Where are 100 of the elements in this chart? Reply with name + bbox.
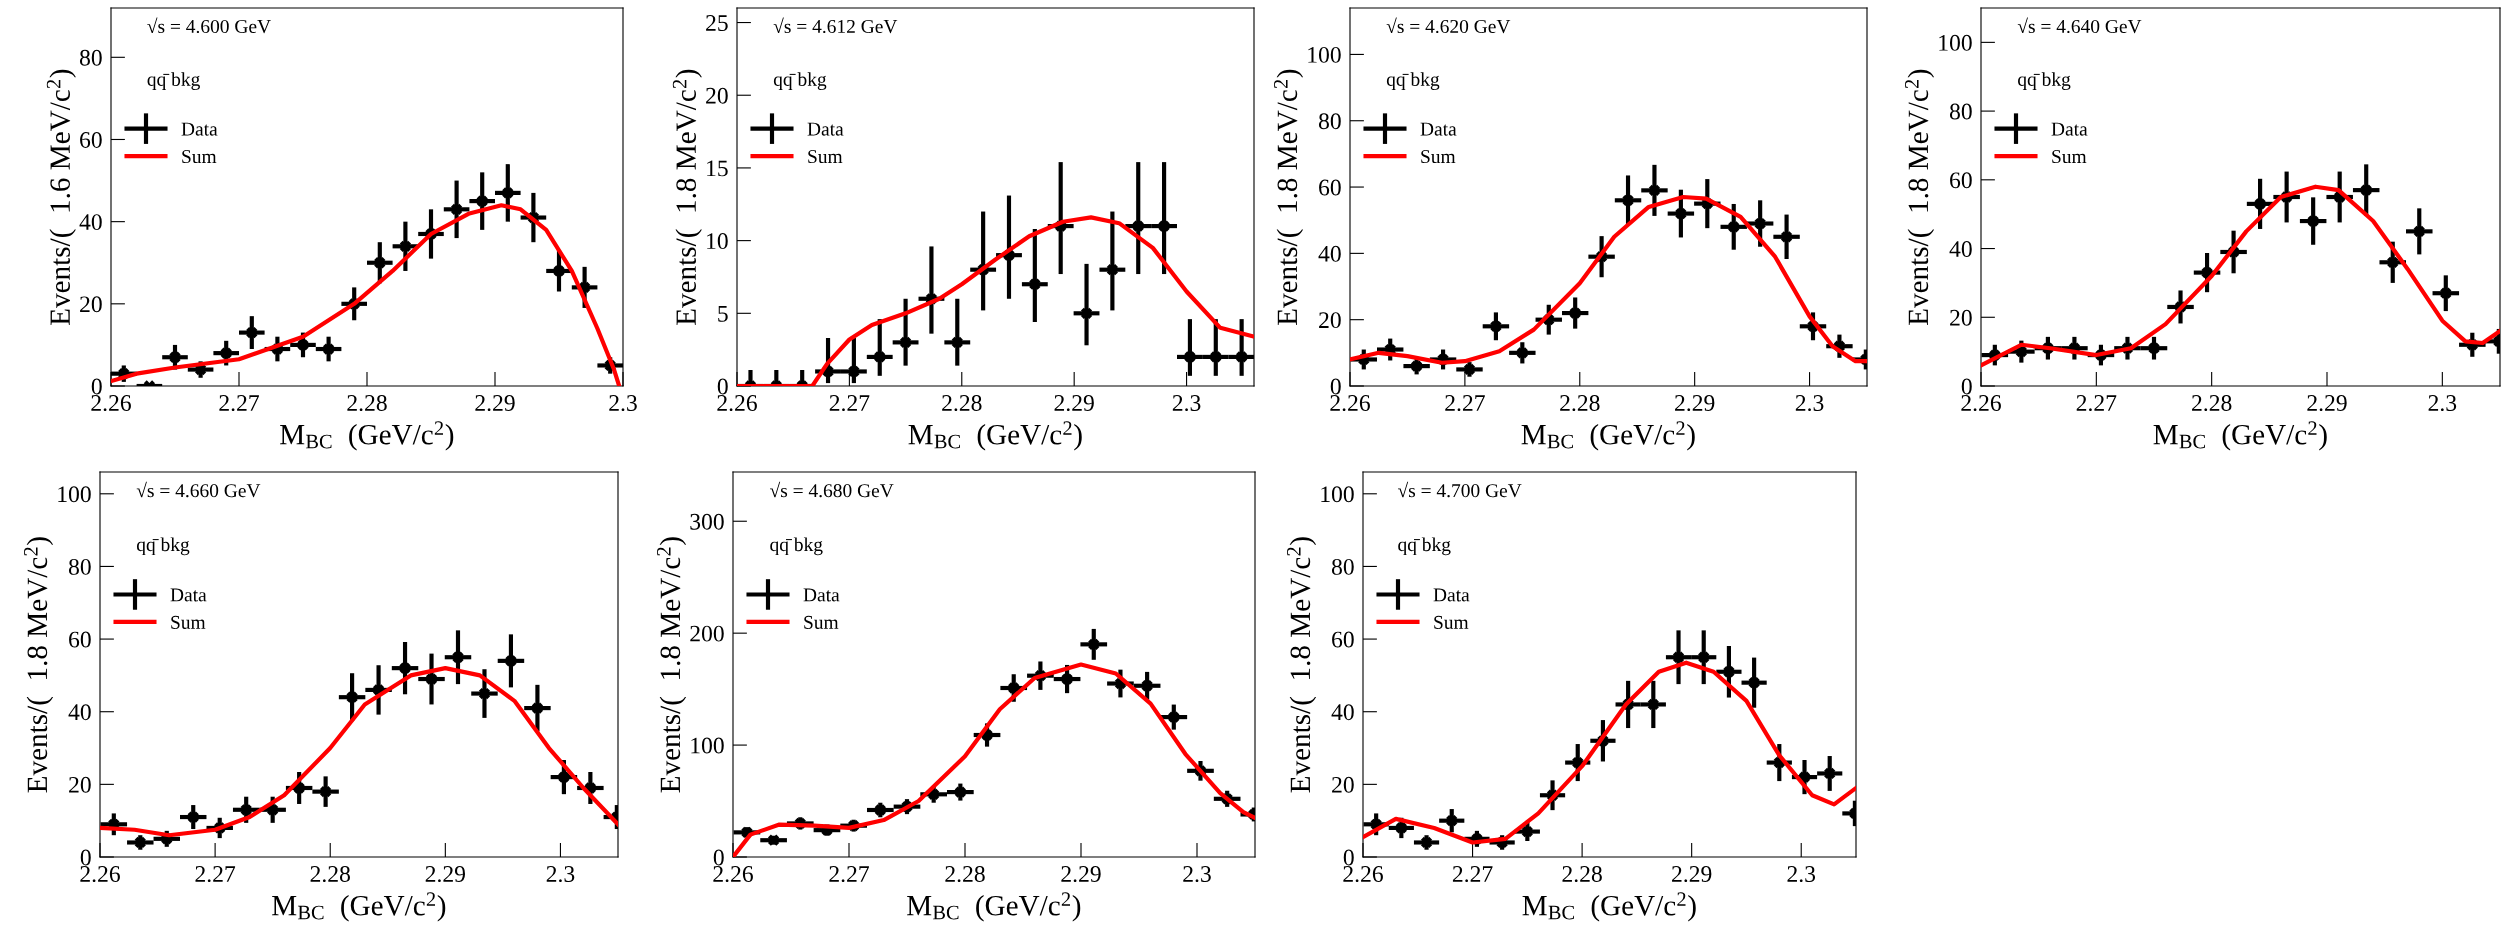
y-tick-label: 5 xyxy=(718,306,728,322)
y-tick-label: 80 xyxy=(1949,103,1972,120)
x-axis-title: M$_{BC}$ (GeV/c$^{2}$) xyxy=(280,421,454,451)
y-tick-label: 80 xyxy=(1318,113,1341,130)
x-axis-title: M$_{BC}$ (GeV/c$^{2}$) xyxy=(1521,421,1695,451)
y-axis-title: Events/( 1.8 MeV/c$^{2}$) xyxy=(1287,537,1317,793)
x-tick-label: 2.28 xyxy=(1560,395,1600,412)
legend-label: Data xyxy=(181,122,218,136)
x-tick-label: 2.27 xyxy=(195,866,236,883)
y-tick-label: 40 xyxy=(1949,241,1972,257)
x-tick-label: 2.28 xyxy=(2192,395,2232,412)
y-axis-title: Events/( 1.8 MeV/c$^{2}$) xyxy=(657,537,687,793)
legend-label: Sum xyxy=(1421,150,1456,164)
y-tick-label: 40 xyxy=(1318,245,1341,262)
annotation: √s = 4.700 GeV xyxy=(1397,481,1522,498)
annotation: qq̄ bkg xyxy=(136,537,190,556)
annotation: qq̄ bkg xyxy=(147,72,200,90)
y-tick-label: 10 xyxy=(707,233,728,250)
y-tick-label: 20 xyxy=(69,776,91,793)
x-tick-label: 2.26 xyxy=(91,395,131,412)
y-tick-label: 25 xyxy=(706,15,728,31)
y-tick-label: 60 xyxy=(69,631,91,648)
legend-label: Data xyxy=(807,122,844,136)
x-axis-title: M$_{BC}$ (GeV/c$^{2}$) xyxy=(908,421,1082,451)
x-tick-label: 2.3 xyxy=(546,866,575,883)
y-tick-label: 0 xyxy=(1961,378,1972,395)
x-tick-label: 2.27 xyxy=(2076,395,2117,412)
annotation: √s = 4.620 GeV xyxy=(1386,17,1511,34)
x-tick-label: 2.3 xyxy=(1183,866,1211,883)
y-tick-label: 15 xyxy=(707,160,728,177)
x-tick-label: 2.29 xyxy=(2307,395,2347,412)
x-tick-label: 2.28 xyxy=(942,395,982,412)
y-axis-title: Events/( 1.8 MeV/c$^{2}$) xyxy=(672,69,702,325)
x-tick-label: 2.26 xyxy=(1961,395,2001,412)
legend-label: Sum xyxy=(1434,615,1469,629)
annotation: qq̄ bkg xyxy=(1398,537,1451,556)
y-tick-label: 100 xyxy=(1308,46,1341,63)
y-tick-label: 20 xyxy=(1319,312,1341,329)
y-tick-label: 0 xyxy=(1330,378,1341,395)
y-axis-title: Events/( 1.6 MeV/c$^{2}$) xyxy=(46,69,76,325)
y-tick-label: 0 xyxy=(80,849,91,866)
y-tick-label: 80 xyxy=(1331,558,1354,575)
x-axis-title: M$_{BC}$ (GeV/c$^{2}$) xyxy=(2153,421,2327,451)
y-tick-label: 0 xyxy=(1343,849,1354,866)
annotation: √s = 4.612 GeV xyxy=(773,17,898,34)
x-axis-title: M$_{BC}$ (GeV/c$^{2}$) xyxy=(907,892,1081,922)
y-tick-label: 100 xyxy=(58,486,91,503)
y-tick-label: 40 xyxy=(1331,704,1354,721)
x-tick-label: 2.26 xyxy=(1330,395,1370,412)
y-tick-label: 20 xyxy=(706,87,728,104)
legend-label: Data xyxy=(2051,122,2088,136)
x-tick-label: 2.27 xyxy=(829,866,869,883)
y-tick-label: 60 xyxy=(1332,631,1354,648)
y-tick-label: 80 xyxy=(68,558,91,575)
y-tick-label: 100 xyxy=(1939,34,1972,51)
y-tick-label: 60 xyxy=(80,131,102,148)
y-tick-label: 20 xyxy=(1332,776,1354,793)
x-tick-label: 2.27 xyxy=(219,395,259,412)
x-tick-label: 2.28 xyxy=(347,395,387,412)
y-tick-label: 100 xyxy=(691,737,724,754)
annotation: qq̄ bkg xyxy=(770,537,823,556)
x-tick-label: 2.27 xyxy=(829,395,870,412)
x-tick-label: 2.29 xyxy=(475,395,515,412)
annotation: √s = 4.640 GeV xyxy=(2017,17,2142,34)
y-tick-label: 40 xyxy=(79,214,102,231)
x-tick-label: 2.29 xyxy=(1672,866,1712,883)
x-tick-label: 2.3 xyxy=(1787,866,1816,883)
annotation: √s = 4.680 GeV xyxy=(770,481,894,498)
y-tick-label: 60 xyxy=(1950,172,1972,189)
x-tick-label: 2.29 xyxy=(1675,395,1715,412)
legend-label: Data xyxy=(170,588,207,602)
y-tick-label: 300 xyxy=(690,513,724,530)
legend-label: Sum xyxy=(171,615,206,629)
legend-label: Data xyxy=(803,588,840,602)
legend-label: Sum xyxy=(182,150,217,164)
legend-label: Sum xyxy=(804,615,839,629)
y-tick-label: 60 xyxy=(1319,179,1341,196)
x-axis-title: M$_{BC}$ (GeV/c$^{2}$) xyxy=(1522,892,1696,922)
x-tick-label: 2.28 xyxy=(1562,866,1602,883)
y-tick-label: 0 xyxy=(713,849,724,866)
x-tick-label: 2.26 xyxy=(80,866,120,883)
x-tick-label: 2.29 xyxy=(1061,866,1101,883)
y-tick-label: 0 xyxy=(717,378,728,395)
y-tick-label: 200 xyxy=(690,625,724,642)
x-tick-label: 2.3 xyxy=(609,395,637,412)
y-axis-title: Events/( 1.8 MeV/c$^{2}$) xyxy=(1274,69,1304,325)
x-tick-label: 2.3 xyxy=(1172,395,1201,412)
x-tick-label: 2.26 xyxy=(1343,866,1383,883)
y-tick-label: 100 xyxy=(1321,486,1354,503)
legend-label: Data xyxy=(1420,122,1457,136)
x-tick-label: 2.29 xyxy=(425,866,466,883)
annotation: qq̄ bkg xyxy=(2018,72,2071,90)
y-tick-label: 20 xyxy=(80,296,102,313)
x-tick-label: 2.26 xyxy=(717,395,757,412)
y-tick-label: 20 xyxy=(1950,309,1972,326)
annotation: qq̄ bkg xyxy=(1386,72,1440,90)
annotation: √s = 4.660 GeV xyxy=(136,481,261,498)
y-tick-label: 40 xyxy=(68,704,91,721)
x-tick-label: 2.27 xyxy=(1445,395,1485,412)
legend-label: Sum xyxy=(2052,150,2087,164)
